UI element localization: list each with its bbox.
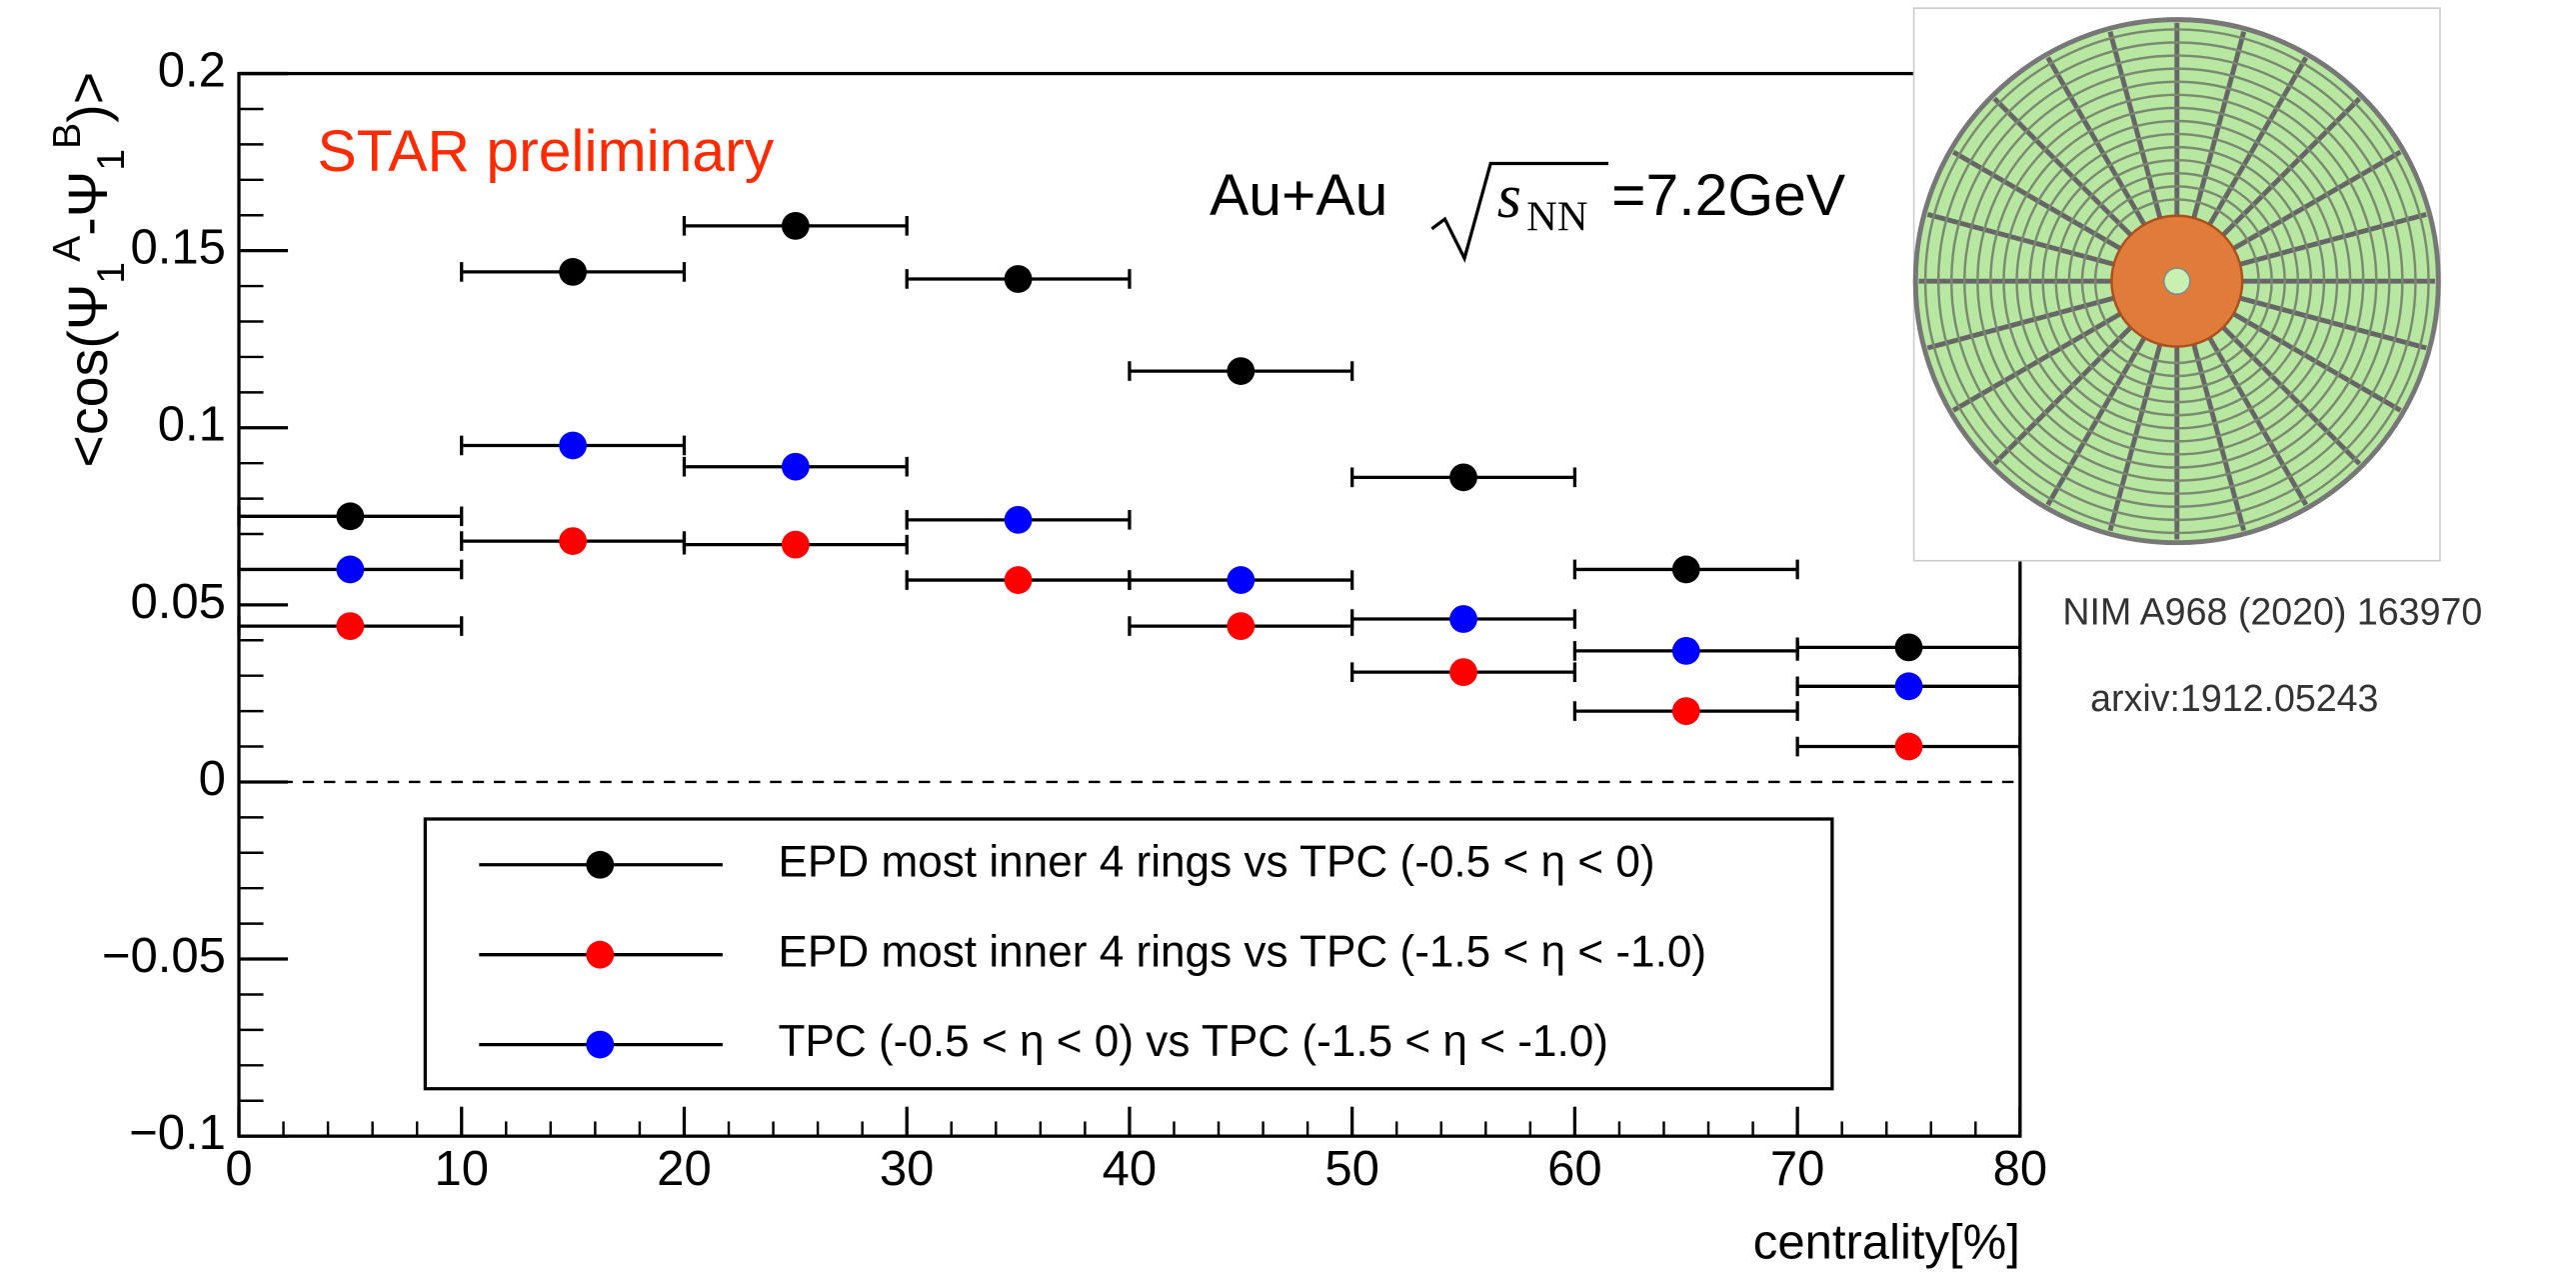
- y-label-part: A: [45, 235, 89, 262]
- ring: [1936, 41, 2417, 522]
- detector-center: [2162, 267, 2191, 296]
- x-tick-label: 10: [434, 1142, 489, 1196]
- detector-rings: [1923, 28, 2430, 535]
- y-label-part: )>: [57, 72, 119, 123]
- y-tick-label: 0.1: [158, 398, 226, 452]
- y-label-part: B: [45, 123, 89, 149]
- data-point: [559, 258, 587, 286]
- data-point: [1671, 555, 1700, 584]
- preliminary-label: STAR preliminary: [317, 119, 774, 184]
- y-label-part: 1: [89, 149, 133, 171]
- data-point: [336, 612, 365, 640]
- data-point: [1449, 658, 1477, 687]
- data-point: [1671, 637, 1700, 665]
- x-axis-label: centrality[%]: [1753, 1216, 2020, 1270]
- ring: [2080, 185, 2273, 378]
- data-point: [1227, 357, 1256, 385]
- y-tick-label: −0.05: [102, 929, 226, 983]
- legend-marker: [586, 940, 615, 969]
- y-label-part: -Ψ: [57, 171, 119, 236]
- data-point: [1227, 566, 1256, 594]
- y-tick-label: 0.2: [158, 44, 226, 98]
- data-point: [1894, 732, 1923, 761]
- x-tick-label: 20: [657, 1142, 712, 1196]
- data-point: [336, 502, 365, 531]
- data-point: [781, 452, 810, 481]
- y-tick-label: 0.15: [130, 221, 225, 275]
- ring: [1949, 54, 2404, 508]
- y-label-part: 1: [89, 262, 133, 284]
- ring: [1923, 28, 2430, 535]
- data-point: [1004, 566, 1033, 594]
- data-point: [336, 555, 365, 584]
- ring: [2041, 145, 2313, 417]
- ring: [2093, 198, 2260, 365]
- x-tick-label: 80: [1993, 1142, 2048, 1196]
- energy-symbol: s: [1497, 163, 1521, 231]
- data-point: [1894, 672, 1923, 701]
- x-tick-label: 0: [225, 1142, 252, 1196]
- data-point: [1227, 612, 1256, 640]
- x-tick-label: 40: [1103, 1142, 1158, 1196]
- ring: [2002, 106, 2352, 456]
- sqrt-sign: [1430, 161, 1608, 263]
- x-tick-label: 50: [1324, 1142, 1379, 1196]
- ring: [1989, 93, 2365, 469]
- data-point: [559, 431, 587, 460]
- ring: [1963, 67, 2391, 495]
- reference: NIM A968 (2020) 163970: [2062, 591, 2482, 633]
- legend-marker: [586, 850, 615, 879]
- data-point: [559, 527, 587, 555]
- ring: [2054, 158, 2299, 404]
- y-label-part: <cos(Ψ: [57, 284, 119, 468]
- data-point: [1894, 633, 1923, 662]
- data-point: [1671, 697, 1700, 726]
- reference: arxiv:1912.05243: [2090, 677, 2378, 719]
- y-tick-label: 0: [199, 752, 226, 806]
- legend-label: EPD most inner 4 rings vs TPC (-0.5 < η …: [778, 837, 1654, 886]
- y-tick-label: −0.1: [129, 1106, 226, 1160]
- ring: [2015, 119, 2339, 443]
- data-point: [1004, 265, 1033, 293]
- data-point: [1449, 605, 1477, 633]
- legend-marker: [586, 1030, 615, 1059]
- data-point: [1449, 463, 1477, 492]
- detector-image: [1912, 7, 2441, 562]
- ring: [2067, 172, 2286, 391]
- y-tick-label: 0.05: [130, 575, 225, 629]
- x-tick-label: 70: [1770, 1142, 1825, 1196]
- x-tick-label: 60: [1547, 1142, 1602, 1196]
- y-axis-label: <cos(Ψ1A-Ψ1B)>: [45, 72, 133, 468]
- ring: [2028, 132, 2326, 430]
- data-point: [781, 211, 810, 240]
- energy-subscript: NN: [1526, 193, 1587, 240]
- energy-value: =7.2GeV: [1611, 163, 1845, 228]
- data-point: [781, 530, 810, 559]
- data-point: [1004, 505, 1033, 534]
- x-tick-label: 30: [880, 1142, 935, 1196]
- system-label: Au+Au: [1210, 163, 1387, 228]
- ring: [1976, 80, 2378, 482]
- legend-label: EPD most inner 4 rings vs TPC (-1.5 < η …: [778, 927, 1706, 976]
- legend-label: TPC (-0.5 < η < 0) vs TPC (-1.5 < η < -1…: [778, 1017, 1608, 1066]
